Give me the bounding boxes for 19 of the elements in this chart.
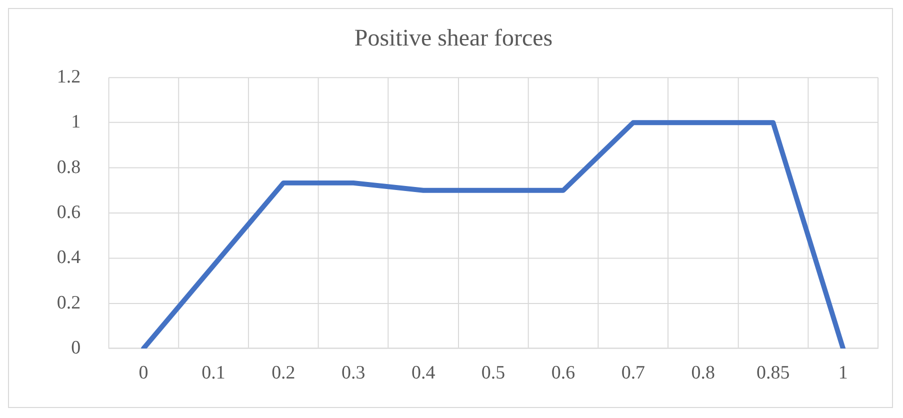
y-tick-label: 0.2 — [56, 292, 81, 314]
x-tick-label: 0 — [138, 362, 148, 384]
x-tick-label: 1 — [838, 362, 848, 384]
y-tick-label: 0.4 — [56, 247, 82, 268]
y-tick-label: 1 — [71, 112, 81, 133]
y-tick-label: 0.6 — [56, 202, 81, 223]
y-tick-label: 0.8 — [56, 156, 81, 178]
x-tick-label: 0.4 — [411, 362, 436, 384]
x-tick-label: 0.7 — [621, 362, 646, 384]
x-tick-label: 0.6 — [551, 362, 576, 384]
y-tick-label: 0 — [71, 337, 81, 358]
x-tick-label: 0.1 — [202, 362, 226, 384]
x-tick-label: 0.5 — [481, 362, 506, 384]
x-tick-label: 0.2 — [272, 362, 296, 384]
y-tick-label: 1.2 — [56, 66, 81, 88]
x-tick-label: 0.8 — [691, 362, 715, 384]
x-tick-label: 0.3 — [342, 362, 366, 384]
chart-title: Positive shear forces — [354, 26, 553, 52]
x-tick-label: 0.85 — [756, 362, 790, 384]
